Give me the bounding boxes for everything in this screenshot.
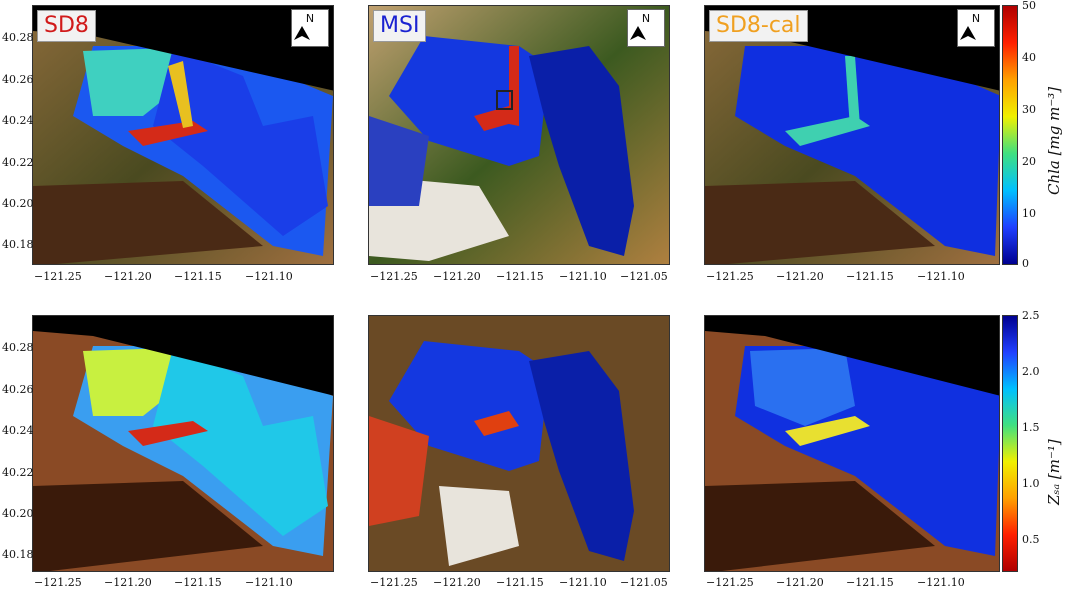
map-panel-sd8cal-zsd [704, 315, 1000, 572]
cbar-tick: 50 [1022, 0, 1036, 12]
x-tick: −121.15 [496, 270, 544, 283]
sensor-badge: MSI [373, 10, 427, 42]
x-tick: −121.15 [846, 576, 894, 589]
y-tick: 40.24 [2, 424, 34, 437]
x-tick: −121.10 [559, 576, 607, 589]
cbar-tick: 20 [1022, 155, 1036, 168]
y-tick: 40.22 [2, 156, 34, 169]
x-tick: −121.05 [620, 576, 668, 589]
satellite-map [33, 316, 333, 571]
cbar-tick: 0.5 [1022, 533, 1040, 546]
x-tick: −121.20 [104, 270, 152, 283]
x-tick: −121.10 [917, 576, 965, 589]
y-tick: 40.18 [2, 548, 34, 561]
cbar-tick: 1.0 [1022, 477, 1040, 490]
zsd-colorbar-label: Zₛₐ [m⁻¹] [1045, 439, 1063, 505]
map-panel-sd8-zsd [32, 315, 334, 572]
x-tick: −121.20 [776, 576, 824, 589]
y-tick: 40.28 [2, 341, 34, 354]
y-tick: 40.20 [2, 507, 34, 520]
satellite-map [705, 316, 999, 571]
x-tick: −121.20 [776, 270, 824, 283]
y-tick: 40.18 [2, 238, 34, 251]
x-tick: −121.15 [846, 270, 894, 283]
x-tick: −121.25 [706, 270, 754, 283]
x-tick: −121.05 [620, 270, 668, 283]
y-tick: 40.26 [2, 73, 34, 86]
map-panel-msi-chla: MSI N [368, 5, 670, 265]
x-tick: −121.20 [433, 270, 481, 283]
x-tick: −121.15 [174, 270, 222, 283]
satellite-map [369, 6, 669, 264]
x-tick: −121.25 [370, 270, 418, 283]
y-tick: 40.26 [2, 383, 34, 396]
chla-colorbar [1002, 5, 1018, 265]
satellite-map [705, 6, 999, 264]
x-tick: −121.15 [174, 576, 222, 589]
x-tick: −121.10 [917, 270, 965, 283]
x-tick: −121.25 [34, 270, 82, 283]
sensor-badge: SD8-cal [709, 10, 808, 42]
satellite-map [369, 316, 669, 571]
map-panel-msi-zsd [368, 315, 670, 572]
y-tick: 40.24 [2, 114, 34, 127]
x-tick: −121.10 [559, 270, 607, 283]
x-tick: −121.10 [245, 576, 293, 589]
y-tick: 40.22 [2, 466, 34, 479]
roi-box [496, 90, 513, 110]
cbar-tick: 2.5 [1022, 309, 1040, 322]
north-arrow-icon: N [627, 9, 665, 47]
map-panel-sd8cal-chla: SD8-cal N [704, 5, 1000, 265]
x-tick: −121.20 [104, 576, 152, 589]
cbar-tick: 40 [1022, 51, 1036, 64]
map-panel-sd8-chla: SD8 N [32, 5, 334, 265]
x-tick: −121.15 [496, 576, 544, 589]
satellite-map [33, 6, 333, 264]
cbar-tick: 2.0 [1022, 365, 1040, 378]
cbar-tick: 10 [1022, 207, 1036, 220]
x-tick: −121.20 [433, 576, 481, 589]
y-tick: 40.28 [2, 31, 34, 44]
zsd-colorbar [1002, 315, 1018, 572]
x-tick: −121.25 [706, 576, 754, 589]
x-tick: −121.25 [34, 576, 82, 589]
sensor-badge: SD8 [37, 10, 96, 42]
north-arrow-icon: N [291, 9, 329, 47]
y-tick: 40.20 [2, 197, 34, 210]
cbar-tick: 1.5 [1022, 421, 1040, 434]
x-tick: −121.10 [245, 270, 293, 283]
x-tick: −121.25 [370, 576, 418, 589]
cbar-tick: 0 [1022, 257, 1029, 270]
chla-colorbar-label: Chla [mg m⁻³] [1045, 86, 1063, 195]
cbar-tick: 30 [1022, 103, 1036, 116]
north-arrow-icon: N [957, 9, 995, 47]
